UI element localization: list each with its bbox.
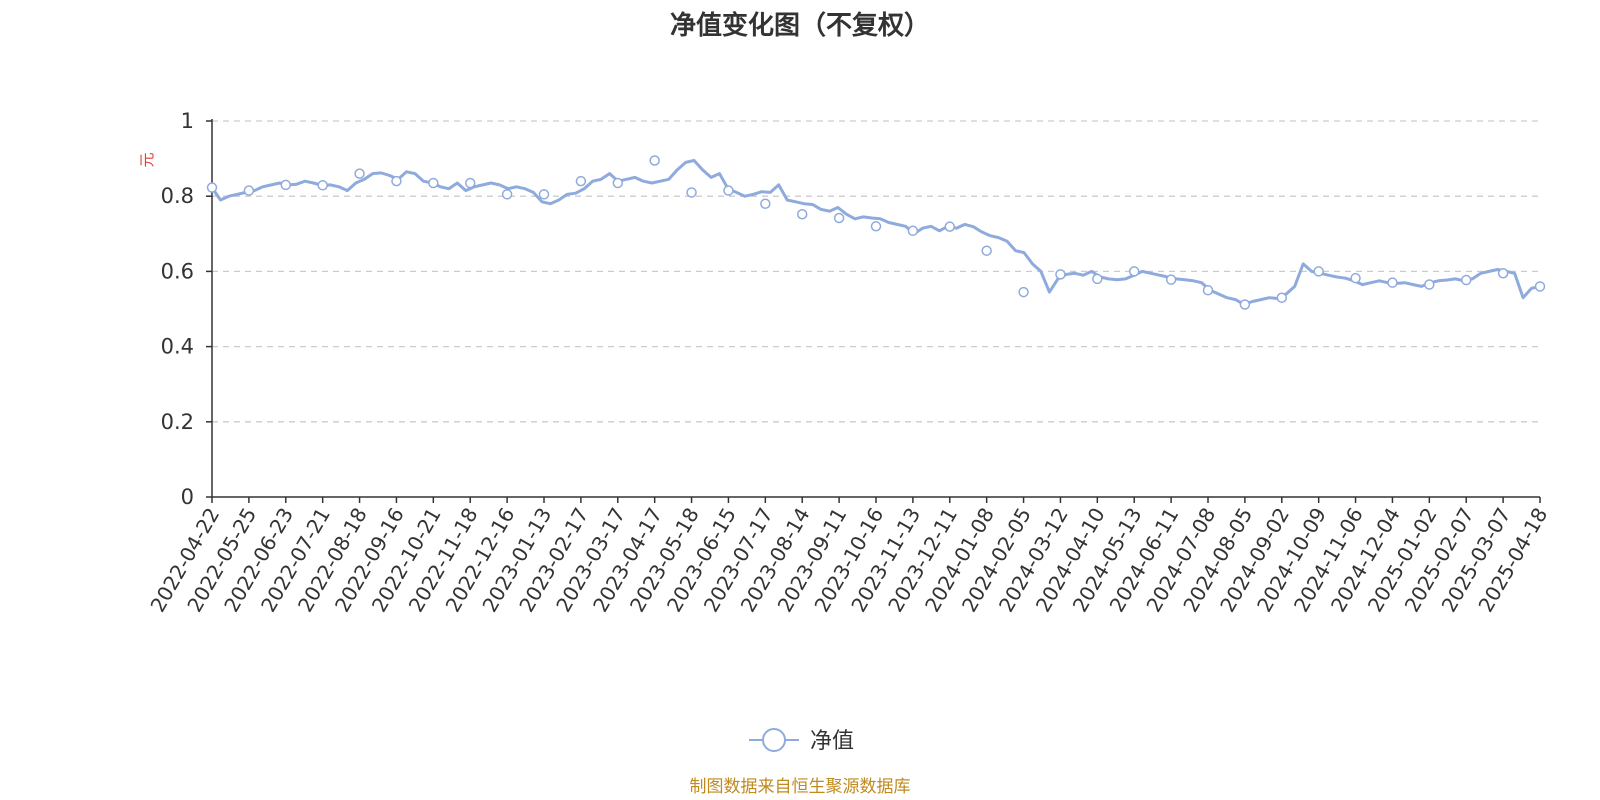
data-point[interactable] [1018, 286, 1029, 298]
data-point[interactable] [686, 187, 697, 198]
y-tick-label: 0.8 [161, 184, 194, 208]
x-tick-labels: 2022-04-222022-05-252022-06-232022-07-21… [145, 504, 1552, 617]
series-net-value [206, 155, 1546, 310]
y-tick-label: 0 [181, 485, 194, 509]
data-point[interactable] [760, 198, 771, 209]
data-point[interactable] [1387, 277, 1398, 288]
source-note: 制图数据来自恒生聚源数据库 [690, 777, 911, 797]
legend-marker-icon [762, 728, 786, 752]
data-point[interactable] [575, 175, 587, 187]
data-point[interactable] [280, 179, 292, 191]
series-line [210, 159, 1541, 306]
y-tick-labels: 0 0.2 0.4 0.6 0.8 1 [161, 109, 194, 509]
data-point[interactable] [1128, 266, 1140, 277]
y-tick-label: 0.2 [161, 410, 194, 434]
data-point[interactable] [1313, 266, 1324, 277]
data-point[interactable] [243, 185, 255, 196]
data-point[interactable] [1202, 284, 1214, 296]
gridlines [206, 120, 1540, 498]
data-point[interactable] [317, 180, 328, 191]
data-point[interactable] [464, 177, 476, 189]
data-point[interactable] [1055, 269, 1066, 280]
y-tick-label: 0.6 [161, 259, 194, 283]
data-point[interactable] [1276, 292, 1288, 303]
legend[interactable]: 净值 [749, 728, 854, 754]
legend-label: 净值 [810, 729, 854, 754]
data-point[interactable] [944, 221, 956, 232]
data-point[interactable] [649, 155, 660, 166]
data-point[interactable] [723, 185, 734, 196]
data-point[interactable] [1424, 279, 1435, 290]
data-point[interactable] [1239, 299, 1251, 310]
chart-title: 净值变化图（不复权） [670, 10, 930, 41]
y-tick-label: 1 [181, 109, 194, 133]
data-point[interactable] [981, 245, 992, 256]
data-point[interactable] [1165, 274, 1177, 285]
data-point[interactable] [428, 177, 439, 189]
data-point[interactable] [206, 182, 218, 193]
axes [211, 119, 1541, 503]
data-point[interactable] [1497, 268, 1509, 279]
data-point[interactable] [796, 208, 808, 220]
data-point[interactable] [354, 168, 365, 179]
y-axis-unit-label: 元 [138, 152, 156, 167]
data-point[interactable] [907, 225, 919, 237]
data-point[interactable] [1460, 274, 1472, 286]
data-point[interactable] [833, 212, 845, 224]
data-point[interactable] [391, 175, 402, 187]
data-point[interactable] [1534, 281, 1546, 292]
data-point[interactable] [870, 221, 882, 232]
y-tick-label: 0.4 [161, 335, 194, 359]
data-point[interactable] [1092, 273, 1103, 285]
data-point[interactable] [1350, 272, 1361, 284]
data-point[interactable] [538, 189, 550, 200]
data-point[interactable] [612, 177, 624, 189]
data-point[interactable] [501, 189, 513, 200]
